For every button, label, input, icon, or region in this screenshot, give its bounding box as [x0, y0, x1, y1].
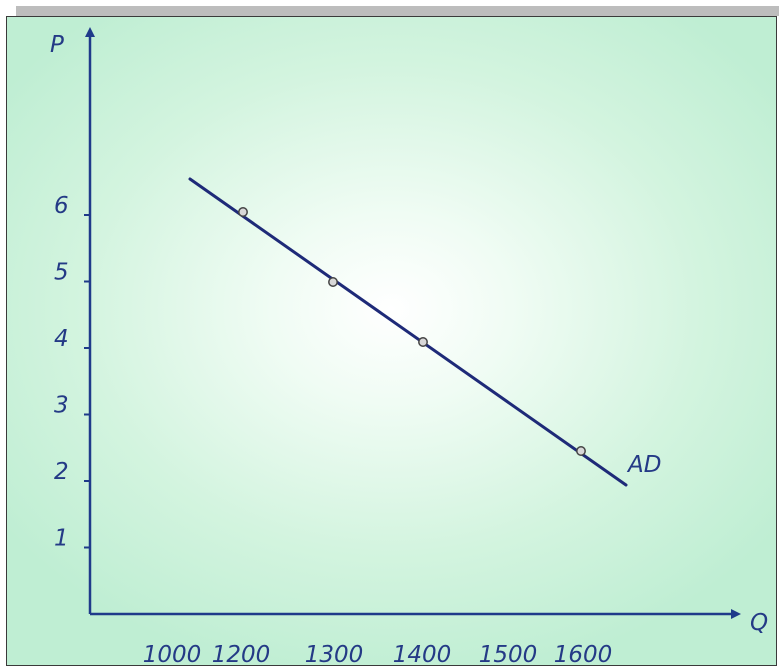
y-tick-label-1: 1: [54, 526, 69, 552]
x-tick-label-1500: 1500: [479, 642, 538, 668]
y-tick-label-5: 5: [54, 260, 69, 286]
y-tick-label-2: 2: [54, 459, 69, 485]
chart-frame: [6, 16, 777, 666]
x-tick-label-1400: 1400: [393, 642, 452, 668]
y-axis-title: P: [50, 32, 64, 58]
x-axis-title: Q: [750, 610, 768, 636]
data-point: [418, 337, 428, 347]
data-point: [238, 207, 248, 217]
x-tick-label-1300: 1300: [305, 642, 364, 668]
x-tick-label-1200: 1200: [212, 642, 271, 668]
series-line-ad: [188, 177, 628, 487]
series-label-ad: AD: [626, 452, 661, 478]
y-tick-label-4: 4: [54, 326, 69, 352]
data-point: [576, 446, 586, 456]
y-tick-label-6: 6: [54, 193, 69, 219]
top-bar: [16, 6, 779, 16]
data-point: [328, 277, 338, 287]
x-tick-label-1000: 1000: [143, 642, 202, 668]
x-tick-label-1600: 1600: [554, 642, 613, 668]
y-tick-label-3: 3: [54, 393, 69, 419]
